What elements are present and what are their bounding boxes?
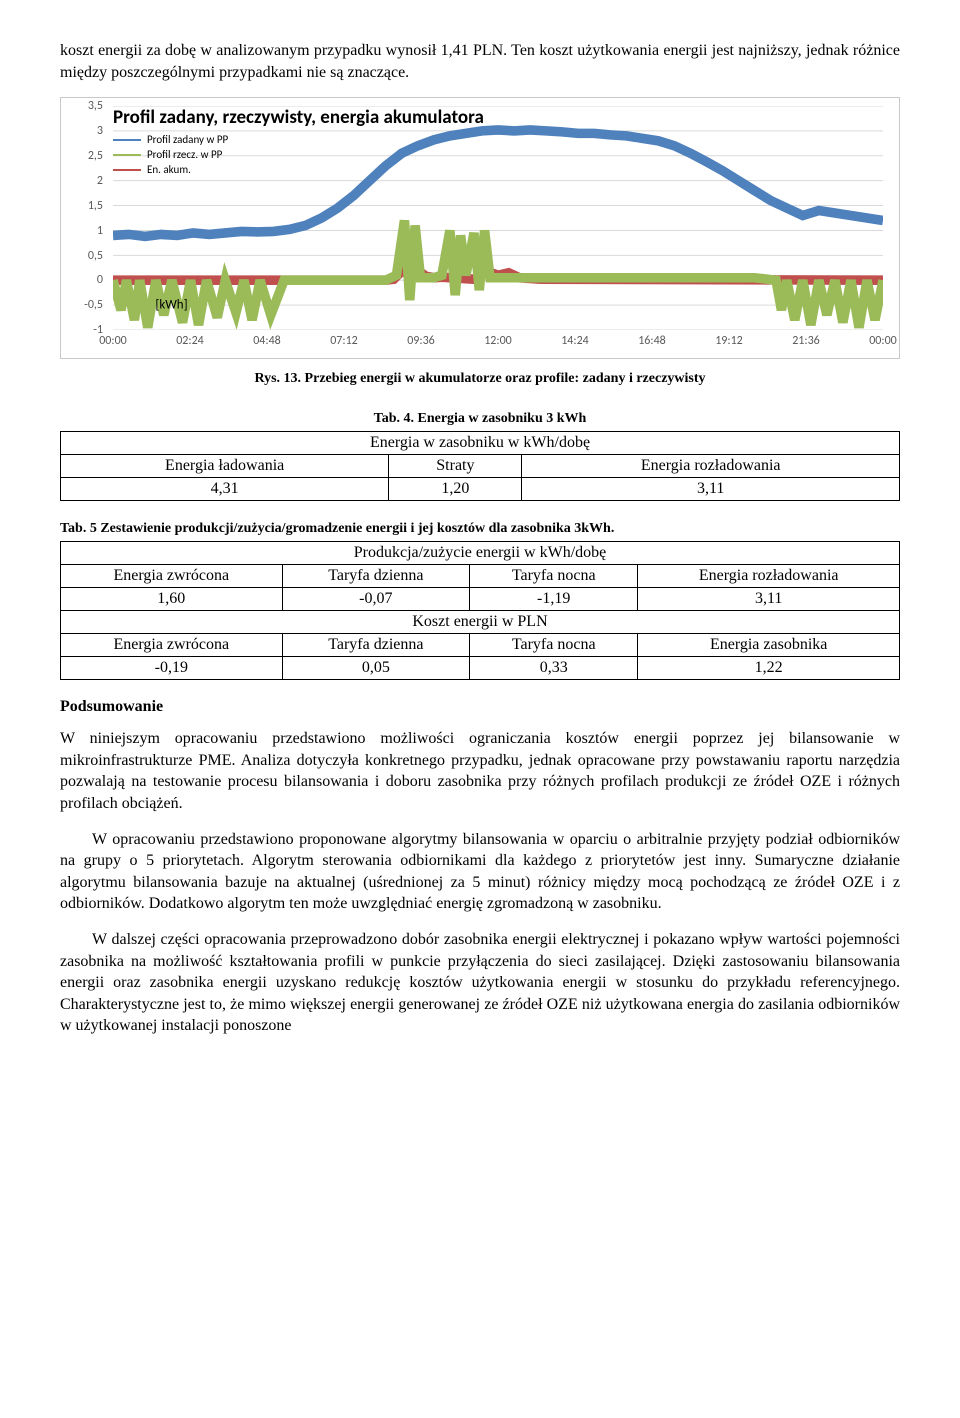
table5-header1: Produkcja/zużycie energii w kWh/dobę (61, 542, 900, 565)
table-cell: -1,19 (470, 588, 638, 611)
legend-dash (113, 169, 141, 171)
legend-label: Profil rzecz. w PP (147, 148, 222, 161)
y-tick: 0 (97, 273, 103, 287)
table4-caption: Tab. 4. Energia w zasobniku 3 kWh (60, 411, 900, 427)
legend-item: Profil rzecz. w PP (113, 148, 484, 161)
table-cell: Energia ładowania (61, 455, 389, 478)
y-tick: 1,5 (88, 199, 103, 213)
table-cell: 1,22 (638, 657, 900, 680)
x-tick: 14:24 (561, 334, 589, 348)
chart-inner: -1-0,500,511,522,533,5 Profil zadany, rz… (61, 98, 899, 358)
x-tick: 00:00 (99, 334, 127, 348)
chart-title-legend: Profil zadany, rzeczywisty, energia akum… (113, 106, 484, 176)
y-tick: 2 (97, 174, 103, 188)
figure-caption: Rys. 13. Przebieg energii w akumulatorze… (60, 371, 900, 387)
legend-item: En. akum. (113, 163, 484, 176)
table-cell: 1,60 (61, 588, 283, 611)
x-tick: 21:36 (792, 334, 820, 348)
table-cell: 3,11 (638, 588, 900, 611)
y-tick: 1 (97, 224, 103, 238)
table5-header2: Koszt energii w PLN (61, 611, 900, 634)
body-paragraph: W niniejszym opracowaniu przedstawiono m… (60, 728, 900, 814)
x-tick: 00:00 (869, 334, 897, 348)
table-cell: 4,31 (61, 478, 389, 501)
x-tick: 19:12 (715, 334, 743, 348)
table-cell: Energia rozładowania (638, 565, 900, 588)
intro-paragraph: koszt energii za dobę w analizowanym prz… (60, 40, 900, 83)
y-tick: -0,5 (84, 298, 103, 312)
x-tick: 12:00 (484, 334, 512, 348)
legend-label: Profil zadany w PP (147, 133, 228, 146)
y-tick: 3 (97, 124, 103, 138)
table-cell: 3,11 (522, 478, 900, 501)
table-cell: Energia zwrócona (61, 634, 283, 657)
table-cell: Taryfa nocna (470, 634, 638, 657)
table-cell: 0,05 (282, 657, 470, 680)
table-cell: -0,19 (61, 657, 283, 680)
table-cell: Energia zwrócona (61, 565, 283, 588)
table4: Energia w zasobniku w kWh/dobę Energia ł… (60, 431, 900, 501)
table5: Produkcja/zużycie energii w kWh/dobę Ene… (60, 541, 900, 680)
x-tick: 04:48 (253, 334, 281, 348)
axis-label-kwh: [kWh] (155, 298, 187, 313)
legend-dash (113, 139, 141, 141)
legend-item: Profil zadany w PP (113, 133, 484, 146)
table-cell: Straty (389, 455, 522, 478)
table-cell: Taryfa dzienna (282, 565, 470, 588)
x-tick: 02:24 (176, 334, 204, 348)
table-cell: Taryfa dzienna (282, 634, 470, 657)
legend-label: En. akum. (147, 163, 191, 176)
legend-dash (113, 154, 141, 156)
table-cell: Taryfa nocna (470, 565, 638, 588)
table-cell: 1,20 (389, 478, 522, 501)
y-tick: 2,5 (88, 149, 103, 163)
x-tick: 16:48 (638, 334, 666, 348)
table-cell: -0,07 (282, 588, 470, 611)
table-cell: 0,33 (470, 657, 638, 680)
section-heading: Podsumowanie (60, 698, 900, 716)
x-tick: 09:36 (407, 334, 435, 348)
x-tick: 07:12 (330, 334, 358, 348)
chart-title: Profil zadany, rzeczywisty, energia akum… (113, 106, 484, 129)
body-paragraph: W dalszej części opracowania przeprowadz… (60, 929, 900, 1037)
table-cell: Energia zasobnika (638, 634, 900, 657)
table4-header-span: Energia w zasobniku w kWh/dobę (61, 432, 900, 455)
y-tick: 3,5 (88, 99, 103, 113)
chart-card: -1-0,500,511,522,533,5 Profil zadany, rz… (60, 97, 900, 359)
table5-caption: Tab. 5 Zestawienie produkcji/zużycia/gro… (60, 521, 900, 537)
legend: Profil zadany w PP Profil rzecz. w PP En. … (113, 133, 484, 176)
y-tick: 0,5 (88, 249, 103, 263)
plot-area: Profil zadany, rzeczywisty, energia akum… (113, 106, 883, 330)
table-cell: Energia rozładowania (522, 455, 900, 478)
body-paragraph: W opracowaniu przedstawiono proponowane … (60, 829, 900, 915)
